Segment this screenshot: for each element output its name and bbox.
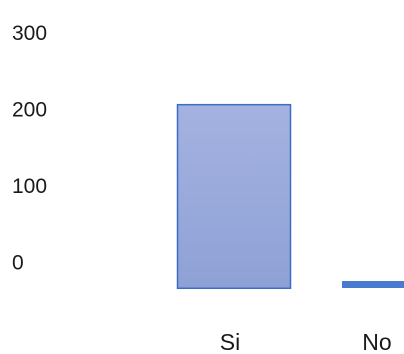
bar-si — [176, 103, 292, 290]
y-tick-label: 100 — [12, 175, 47, 198]
bar-no — [342, 281, 404, 288]
y-tick-label: 300 — [12, 22, 47, 45]
y-tick-label: 0 — [12, 252, 24, 275]
y-axis-tick-labels: 0 100 200 300 — [12, 22, 47, 275]
x-category-label-si: Si — [220, 329, 240, 354]
x-axis-category-labels: Si No — [220, 329, 392, 354]
bars — [176, 103, 404, 290]
x-category-label-no: No — [362, 329, 391, 354]
y-tick-label: 200 — [12, 99, 47, 122]
